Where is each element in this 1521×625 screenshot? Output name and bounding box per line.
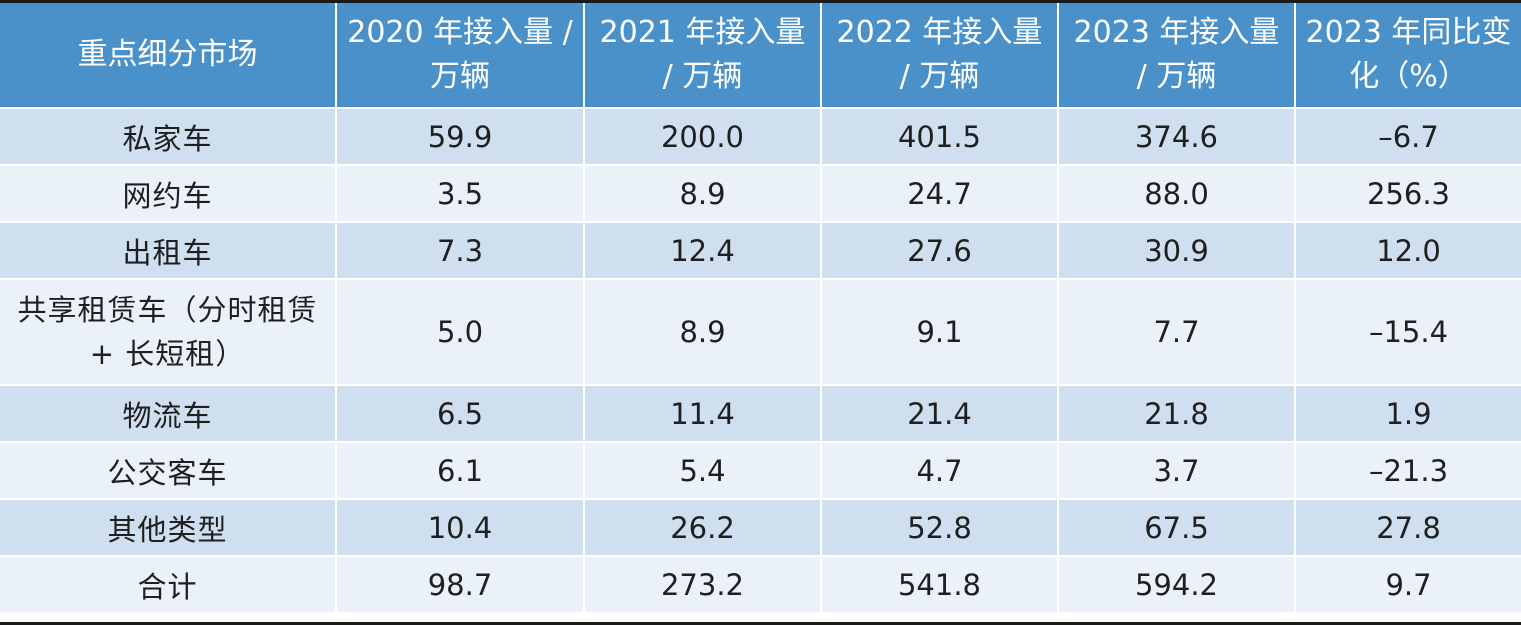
cell-2022: 401.5 [821, 107, 1059, 165]
cell-2022: 9.1 [821, 278, 1059, 385]
header-2021: 2021 年接入量 / 万辆 [584, 3, 822, 108]
cell-yoy: 256.3 [1295, 164, 1521, 222]
cell-2020: 5.0 [336, 278, 585, 385]
cell-2021: 8.9 [584, 164, 822, 222]
cell-2023: 374.6 [1058, 107, 1296, 165]
header-2023: 2023 年接入量 / 万辆 [1058, 3, 1296, 108]
cell-yoy: 1.9 [1295, 384, 1521, 442]
cell-2020: 10.4 [336, 498, 585, 556]
cell-2022: 52.8 [821, 498, 1059, 556]
cell-2020: 7.3 [336, 221, 585, 279]
cell-yoy: 27.8 [1295, 498, 1521, 556]
vehicle-access-table: 重点细分市场 2020 年接入量 / 万辆 2021 年接入量 / 万辆 202… [0, 3, 1521, 612]
cell-2023: 30.9 [1058, 221, 1296, 279]
cell-2020: 3.5 [336, 164, 585, 222]
table-header-row: 重点细分市场 2020 年接入量 / 万辆 2021 年接入量 / 万辆 202… [0, 3, 1521, 108]
row-category: 网约车 [0, 164, 337, 222]
table-row: 私家车 59.9 200.0 401.5 374.6 –6.7 [0, 107, 1521, 165]
cell-2021: 11.4 [584, 384, 822, 442]
table-row: 出租车 7.3 12.4 27.6 30.9 12.0 [0, 221, 1521, 279]
header-2022: 2022 年接入量 / 万辆 [821, 3, 1059, 108]
header-yoy: 2023 年同比变化（%） [1295, 3, 1521, 108]
table-row: 共享租赁车（分时租赁 + 长短租） 5.0 8.9 9.1 7.7 –15.4 [0, 278, 1521, 385]
row-category: 公交客车 [0, 441, 337, 499]
cell-yoy: –6.7 [1295, 107, 1521, 165]
cell-2021: 12.4 [584, 221, 822, 279]
cell-2021: 273.2 [584, 555, 822, 612]
cell-2021: 26.2 [584, 498, 822, 556]
row-category: 共享租赁车（分时租赁 + 长短租） [0, 278, 337, 385]
cell-2022: 21.4 [821, 384, 1059, 442]
cell-2022: 541.8 [821, 555, 1059, 612]
cell-2021: 5.4 [584, 441, 822, 499]
cell-2022: 27.6 [821, 221, 1059, 279]
cell-2023: 7.7 [1058, 278, 1296, 385]
cell-2023: 88.0 [1058, 164, 1296, 222]
cell-2022: 24.7 [821, 164, 1059, 222]
cell-yoy: –15.4 [1295, 278, 1521, 385]
header-2020: 2020 年接入量 / 万辆 [336, 3, 585, 108]
row-category: 合计 [0, 555, 337, 612]
row-category: 物流车 [0, 384, 337, 442]
cell-2023: 3.7 [1058, 441, 1296, 499]
cell-2023: 594.2 [1058, 555, 1296, 612]
cell-2020: 6.5 [336, 384, 585, 442]
cell-2021: 8.9 [584, 278, 822, 385]
table-row-total: 合计 98.7 273.2 541.8 594.2 9.7 [0, 555, 1521, 612]
table-row: 物流车 6.5 11.4 21.4 21.8 1.9 [0, 384, 1521, 442]
cell-yoy: 9.7 [1295, 555, 1521, 612]
row-category: 出租车 [0, 221, 337, 279]
cell-2020: 59.9 [336, 107, 585, 165]
header-segment: 重点细分市场 [0, 3, 337, 108]
cell-2023: 21.8 [1058, 384, 1296, 442]
cell-2020: 98.7 [336, 555, 585, 612]
cell-2020: 6.1 [336, 441, 585, 499]
table-row: 其他类型 10.4 26.2 52.8 67.5 27.8 [0, 498, 1521, 556]
row-category: 其他类型 [0, 498, 337, 556]
cell-yoy: –21.3 [1295, 441, 1521, 499]
row-category: 私家车 [0, 107, 337, 165]
cell-2021: 200.0 [584, 107, 822, 165]
table-row: 公交客车 6.1 5.4 4.7 3.7 –21.3 [0, 441, 1521, 499]
table-row: 网约车 3.5 8.9 24.7 88.0 256.3 [0, 164, 1521, 222]
cell-yoy: 12.0 [1295, 221, 1521, 279]
cell-2023: 67.5 [1058, 498, 1296, 556]
cell-2022: 4.7 [821, 441, 1059, 499]
